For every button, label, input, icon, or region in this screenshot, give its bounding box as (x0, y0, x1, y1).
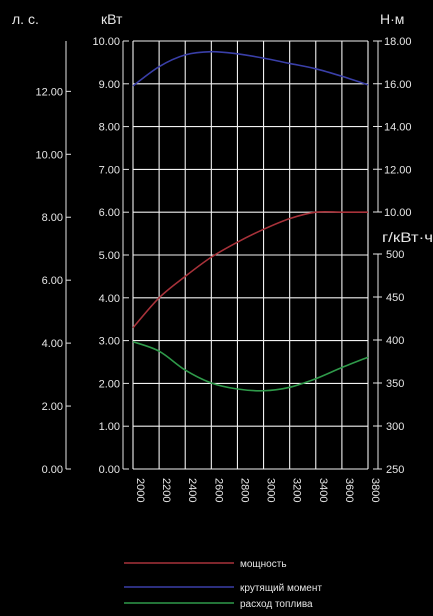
legend-label: расход топлива (240, 599, 313, 610)
kw-tick-label: 2.00 (99, 378, 120, 390)
fuel-tick-label: 450 (386, 292, 404, 304)
torque-tick-label: 16.00 (384, 79, 412, 91)
x-tick-label: 3800 (369, 478, 381, 502)
hp-tick-label: 4.00 (42, 338, 63, 350)
series-line-kw (132, 210, 368, 329)
kw-axis-unit: кВт (101, 11, 123, 27)
kw-tick-label: 3.00 (99, 336, 120, 348)
torque-tick-label: 12.00 (384, 164, 412, 176)
grid (132, 40, 369, 470)
torque-tick-label: 18.00 (384, 36, 412, 48)
torque-axis-unit: Н·м (380, 11, 404, 27)
series-line-torque (132, 50, 369, 87)
kw-tick-label: 10.00 (92, 36, 120, 48)
kw-tick-label: 7.00 (99, 164, 120, 176)
kw-tick-label: 9.00 (99, 79, 120, 91)
fuel-tick-label: 250 (386, 464, 404, 476)
legend: мощность крутящий момент расход топлива (124, 559, 322, 610)
kw-tick-label: 4.00 (99, 293, 120, 305)
x-tick-label: 3200 (291, 478, 303, 502)
fuel-tick-label: 500 (386, 249, 404, 261)
torque-tick-label: 10.00 (384, 207, 412, 219)
hp-tick-label: 0.00 (42, 464, 63, 476)
x-tick-label: 2600 (212, 478, 224, 502)
kw-tick-label: 5.00 (99, 250, 120, 262)
kw-tick-label: 1.00 (99, 421, 120, 433)
hp-tick-label: 12.00 (35, 86, 63, 98)
series-line-fuel (132, 340, 369, 392)
hp-tick-label: 8.00 (42, 212, 63, 224)
hp-tick-label: 2.00 (42, 401, 63, 413)
fuel-tick-label: 400 (386, 335, 404, 347)
fuel-axis-unit: г/кВт·ч (382, 229, 433, 245)
x-tick-label: 2000 (134, 478, 146, 502)
legend-label: крутящий момент (240, 583, 322, 594)
axes: 2000 2200 2400 2600 2800 3000 3200 3400 3600 3800… (12, 11, 433, 502)
kw-tick-label: 0.00 (99, 464, 120, 476)
kw-tick-label: 6.00 (99, 207, 120, 219)
x-tick-label: 3400 (317, 478, 329, 502)
x-tick-label: 3600 (343, 478, 355, 502)
hp-axis-unit: л. с. (12, 11, 39, 27)
hp-tick-label: 10.00 (35, 149, 63, 161)
fuel-tick-label: 300 (386, 421, 404, 433)
hp-tick-label: 6.00 (42, 275, 63, 287)
x-tick-label: 2800 (238, 478, 250, 502)
legend-label: мощность (240, 559, 287, 570)
kw-tick-label: 8.00 (99, 122, 120, 134)
torque-tick-label: 14.00 (384, 122, 412, 134)
fuel-tick-label: 350 (386, 378, 404, 390)
x-tick-label: 3000 (265, 478, 277, 502)
x-tick-label: 2200 (160, 478, 172, 502)
series-lines (132, 50, 369, 392)
x-tick-label: 2400 (186, 478, 198, 502)
